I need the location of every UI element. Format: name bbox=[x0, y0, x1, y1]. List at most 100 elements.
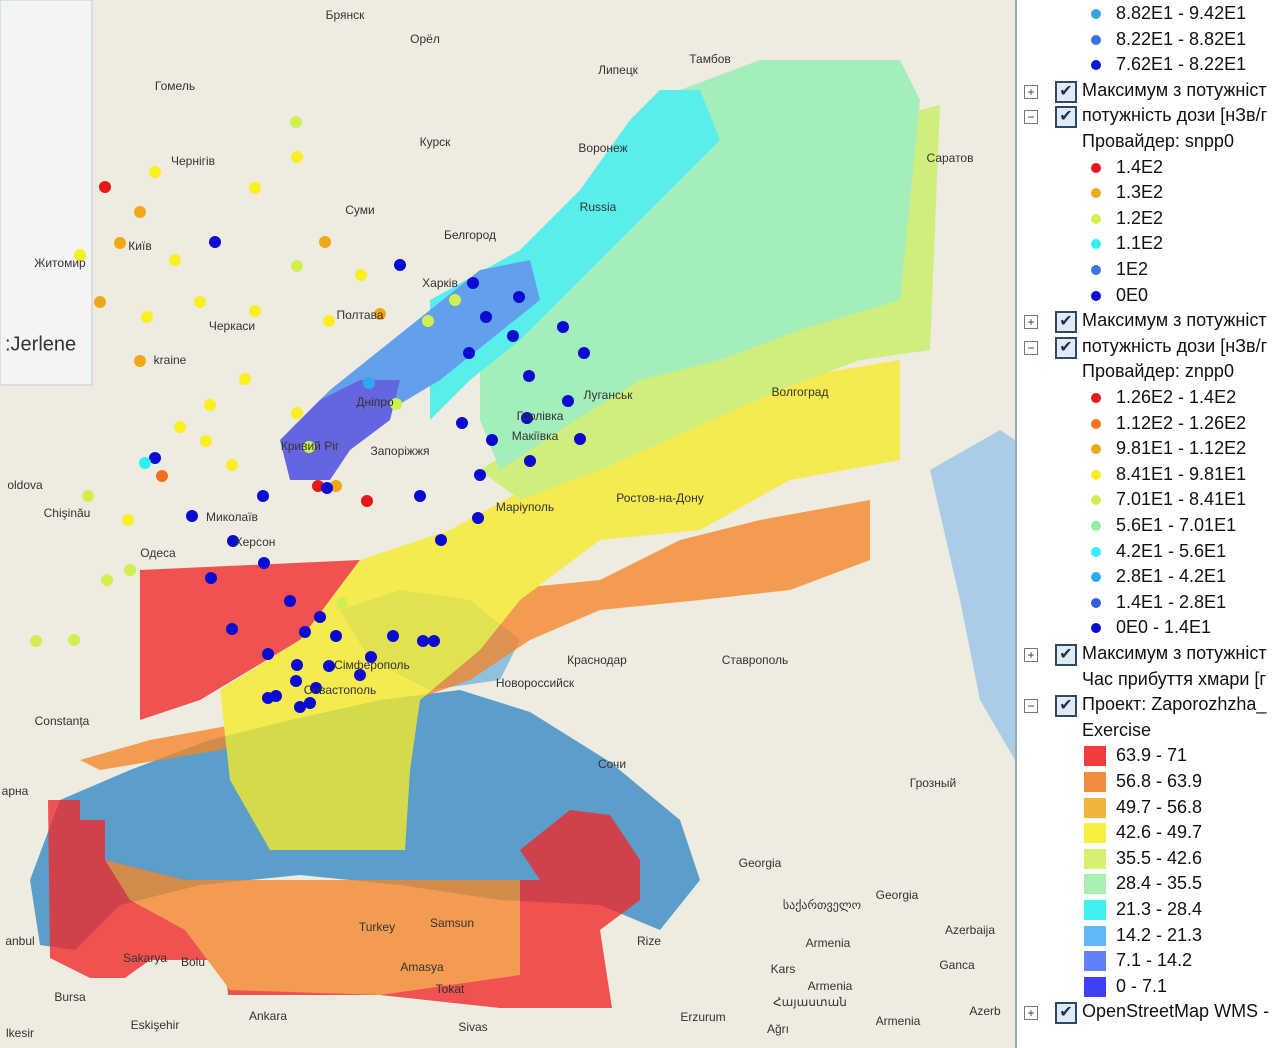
expand-toggle[interactable]: + bbox=[1024, 1006, 1038, 1021]
station-dot bbox=[456, 417, 468, 429]
station-dot bbox=[262, 648, 274, 660]
legend-label: 28.4 - 35.5 bbox=[1116, 873, 1203, 894]
expand-toggle[interactable]: − bbox=[1024, 699, 1038, 714]
place-label: Липецк bbox=[598, 63, 639, 77]
layer-checkbox[interactable]: ✔ bbox=[1055, 311, 1077, 334]
legend-label: 1.2E2 bbox=[1116, 207, 1164, 228]
station-dot bbox=[314, 611, 326, 623]
station-dot bbox=[257, 490, 269, 502]
station-dot bbox=[68, 634, 80, 646]
station-dot bbox=[291, 260, 303, 272]
zone-red-north bbox=[140, 560, 360, 720]
place-label: Amasya bbox=[400, 960, 444, 974]
station-dot bbox=[374, 308, 386, 320]
legend-swatch bbox=[1084, 900, 1106, 920]
layer-title: Максимум з потужніст bbox=[1082, 310, 1267, 331]
legend-dot bbox=[1091, 9, 1101, 19]
legend-dot bbox=[1091, 495, 1101, 506]
station-dot bbox=[194, 296, 206, 308]
station-dot bbox=[139, 457, 151, 469]
place-label: Turkey bbox=[359, 920, 395, 934]
station-dot bbox=[134, 206, 146, 218]
place-labels: Брянск Орёл Гомель Липецк Тамбов Курск Воронеж… bbox=[2, 8, 1001, 1040]
place-label: Запоріжжя bbox=[371, 444, 430, 458]
place-label: Armenia bbox=[876, 1014, 921, 1028]
layer-checkbox[interactable]: ✔ bbox=[1055, 644, 1077, 666]
layer-checkbox[interactable]: ✔ bbox=[1055, 106, 1077, 129]
layer-checkbox[interactable]: ✔ bbox=[1055, 336, 1077, 359]
station-dot bbox=[299, 626, 311, 638]
layer-checkbox[interactable]: ✔ bbox=[1055, 695, 1077, 718]
station-dot bbox=[226, 623, 238, 635]
expand-toggle[interactable]: − bbox=[1024, 340, 1038, 355]
place-label: Constanța bbox=[35, 714, 90, 728]
legend-dot bbox=[1091, 162, 1101, 173]
legend-dot bbox=[1091, 290, 1101, 301]
expand-toggle[interactable]: + bbox=[1024, 315, 1038, 330]
legend-label: 7.1 - 14.2 bbox=[1116, 950, 1193, 971]
legend-label: 56.8 - 63.9 bbox=[1116, 771, 1203, 791]
legend-dot bbox=[1091, 213, 1101, 224]
zone-yellow bbox=[220, 360, 900, 850]
zone-green bbox=[480, 60, 920, 470]
station-dot bbox=[467, 277, 479, 289]
station-dot bbox=[562, 395, 574, 407]
station-dot bbox=[319, 236, 331, 248]
station-dot bbox=[249, 305, 261, 317]
place-label: Ağrı bbox=[767, 1022, 789, 1036]
station-dot bbox=[354, 669, 366, 681]
legend-label: 35.5 - 42.6 bbox=[1116, 847, 1203, 868]
legend-label: 63.9 - 71 bbox=[1116, 745, 1188, 766]
layer-checkbox[interactable]: ✔ bbox=[1055, 1002, 1077, 1025]
place-label: Саратов bbox=[927, 151, 974, 165]
station-dot bbox=[507, 330, 519, 342]
station-dot bbox=[323, 315, 335, 327]
expand-toggle[interactable]: + bbox=[1024, 84, 1038, 99]
place-label: Макіївка bbox=[512, 429, 559, 443]
station-dot bbox=[291, 151, 303, 163]
station-dot bbox=[422, 315, 434, 327]
place-label: Russia bbox=[580, 200, 617, 214]
expand-toggle[interactable]: + bbox=[1024, 648, 1038, 662]
place-label: Київ bbox=[128, 239, 151, 253]
place-label: Ankara bbox=[249, 1009, 287, 1023]
zone-darkblue bbox=[280, 380, 400, 480]
layer-panel: 8.82E1 - 9.42E1 8.22E1 - 8.82E1 7.62E1 - 8… bbox=[1015, 0, 1280, 1048]
legend-label: 7.62E1 - 8.22E1 bbox=[1116, 54, 1247, 75]
place-label: Севастополь bbox=[304, 683, 376, 697]
station-dot bbox=[428, 635, 440, 647]
legend-label: 7.01E1 - 8.41E1 bbox=[1116, 489, 1247, 510]
place-label: Rize bbox=[637, 934, 661, 948]
station-dot bbox=[414, 490, 426, 502]
expand-toggle[interactable]: − bbox=[1024, 110, 1038, 125]
overlay-panel bbox=[0, 0, 93, 386]
place-label: საქართველო bbox=[783, 898, 861, 912]
station-dot bbox=[291, 407, 303, 419]
place-label: Ростов-на-Дону bbox=[616, 491, 703, 505]
station-dot bbox=[557, 321, 569, 333]
station-dot bbox=[149, 166, 161, 178]
place-label: Воронеж bbox=[578, 141, 627, 155]
legend-swatch bbox=[1084, 797, 1106, 818]
layer-checkbox[interactable]: ✔ bbox=[1055, 80, 1077, 103]
legend-swatch bbox=[1084, 823, 1106, 844]
legend-label: 0E0 bbox=[1116, 284, 1149, 305]
legend-dot bbox=[1091, 469, 1101, 480]
legend-label: 42.6 - 49.7 bbox=[1116, 822, 1203, 843]
place-label: Azerb bbox=[969, 1004, 1001, 1018]
station-dot bbox=[141, 311, 153, 323]
legend-label: 4.2E1 - 5.6E1 bbox=[1116, 540, 1227, 561]
place-label: Суми bbox=[345, 203, 374, 217]
station-dot bbox=[99, 181, 111, 193]
layer-title: Проект: Zaporozhzha_ bbox=[1082, 694, 1267, 715]
place-label: Тамбов bbox=[689, 52, 731, 66]
stations bbox=[30, 116, 590, 713]
legend-swatch bbox=[1084, 951, 1106, 972]
station-dot bbox=[258, 557, 270, 569]
legend-label: 0 - 7.1 bbox=[1116, 975, 1168, 996]
place-label: Брянск bbox=[326, 8, 366, 22]
place-label: Ставрополь bbox=[722, 653, 789, 667]
station-dot bbox=[390, 398, 402, 410]
station-dot bbox=[486, 434, 498, 446]
station-dot bbox=[226, 459, 238, 471]
